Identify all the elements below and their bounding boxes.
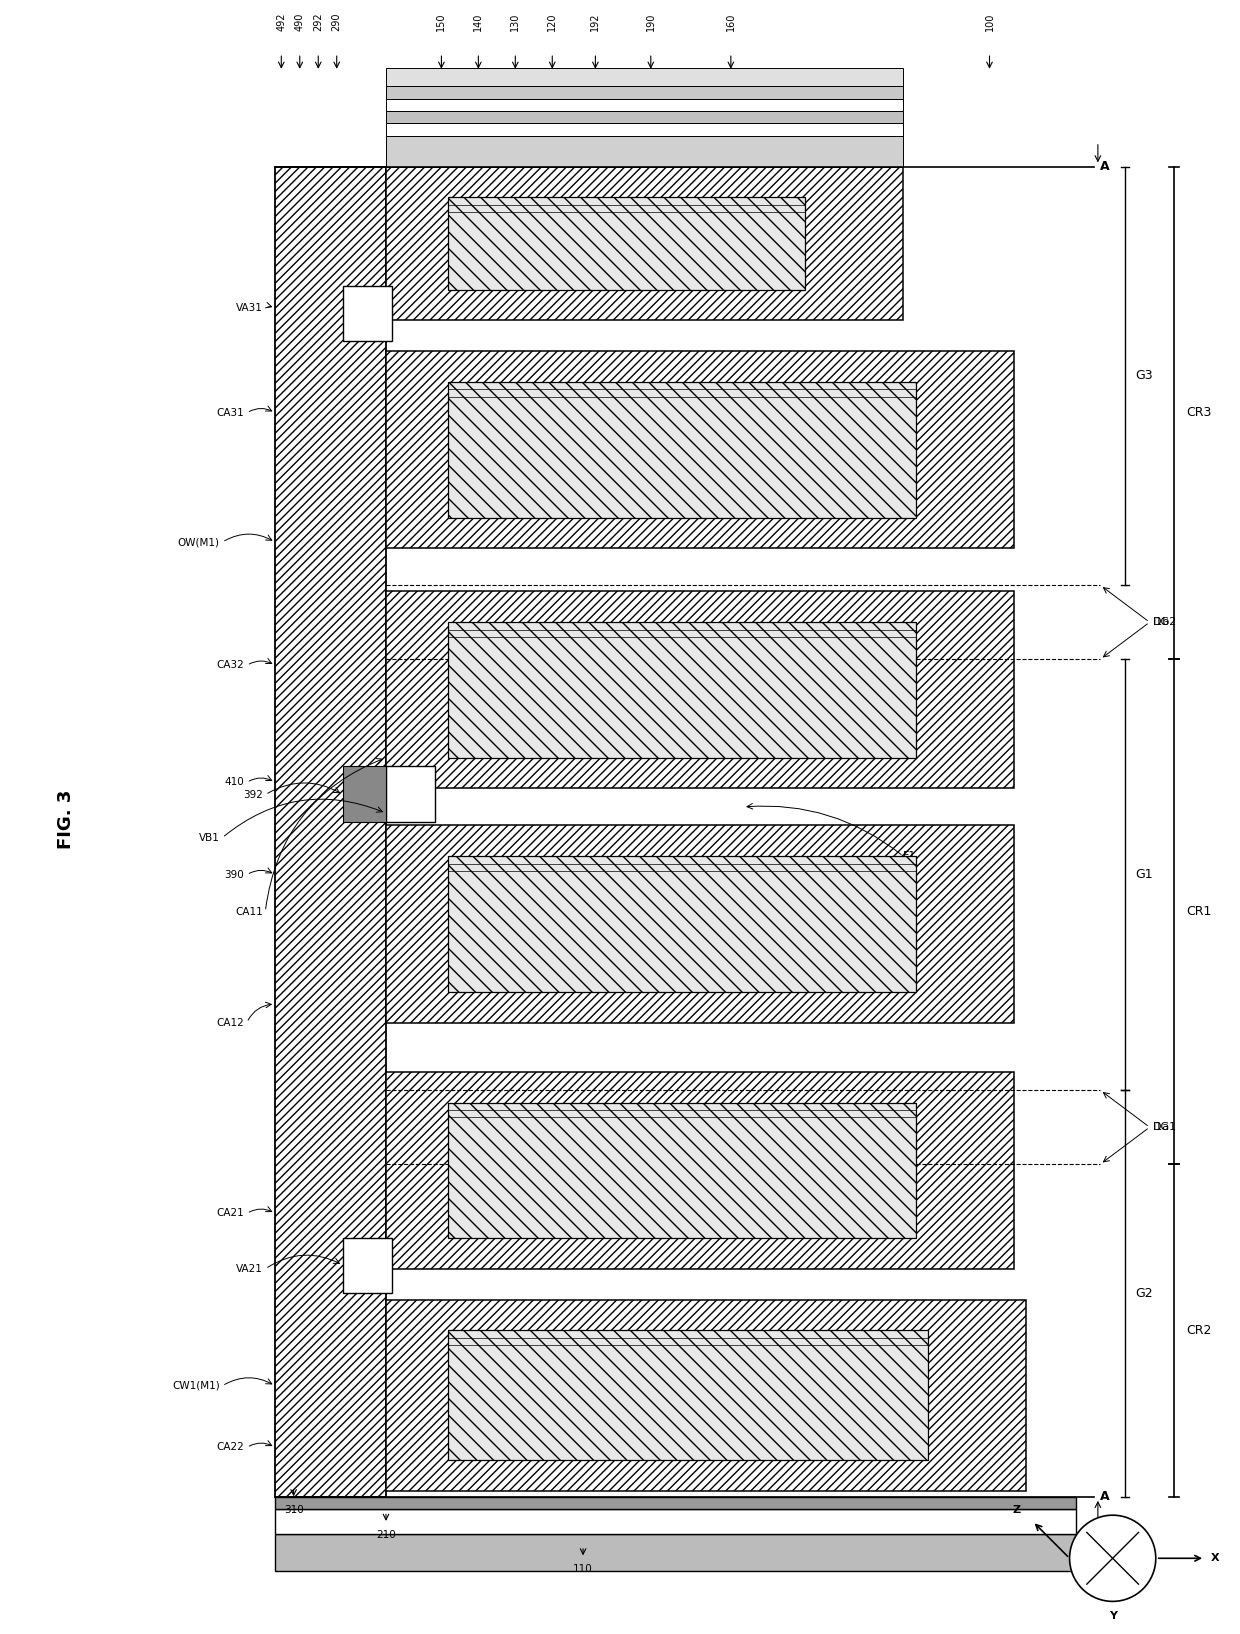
Bar xyxy=(386,87,903,98)
Text: DG2: DG2 xyxy=(1153,618,1178,627)
Text: CA11: CA11 xyxy=(236,907,263,917)
Text: 290: 290 xyxy=(332,13,342,31)
Text: 192: 192 xyxy=(590,13,600,31)
Text: 160: 160 xyxy=(725,13,735,31)
Text: VB1: VB1 xyxy=(198,833,219,843)
Bar xyxy=(448,1103,915,1239)
Bar xyxy=(386,1299,1027,1490)
Bar xyxy=(386,1072,1014,1270)
Bar xyxy=(386,825,1014,1023)
Text: I1b: I1b xyxy=(1153,618,1171,627)
Bar xyxy=(448,856,915,992)
Text: 390: 390 xyxy=(224,869,244,879)
Text: Z: Z xyxy=(1012,1505,1021,1515)
Text: CA12: CA12 xyxy=(217,1018,244,1028)
Bar xyxy=(386,111,903,124)
Text: CA31: CA31 xyxy=(217,408,244,418)
Bar xyxy=(386,167,903,320)
Text: G1: G1 xyxy=(1135,868,1152,881)
Text: 150: 150 xyxy=(436,13,446,31)
Text: OW(M1): OW(M1) xyxy=(177,538,219,547)
Text: CR2: CR2 xyxy=(1187,1324,1211,1337)
Bar xyxy=(448,1330,928,1459)
Bar xyxy=(448,623,915,758)
Bar xyxy=(275,1497,1076,1510)
Text: 190: 190 xyxy=(646,13,656,31)
Text: 120: 120 xyxy=(547,13,557,31)
Bar xyxy=(448,198,805,289)
Text: I1a: I1a xyxy=(1153,1123,1171,1132)
Text: CR3: CR3 xyxy=(1187,407,1211,420)
Bar xyxy=(275,1510,1076,1534)
Bar xyxy=(343,1239,392,1294)
Text: 292: 292 xyxy=(314,13,324,31)
Bar xyxy=(386,124,903,136)
Bar xyxy=(386,766,435,822)
Text: G3: G3 xyxy=(1135,369,1152,382)
Circle shape xyxy=(1070,1515,1156,1601)
Text: 310: 310 xyxy=(284,1505,304,1515)
Bar xyxy=(386,98,903,111)
Text: CA22: CA22 xyxy=(217,1443,244,1453)
Bar xyxy=(386,351,1014,549)
Text: 130: 130 xyxy=(511,13,521,31)
Text: CW1(M1): CW1(M1) xyxy=(172,1381,219,1391)
Bar xyxy=(343,766,386,822)
Text: CR1: CR1 xyxy=(1187,905,1211,918)
Bar xyxy=(386,136,903,167)
Text: 140: 140 xyxy=(474,13,484,31)
Text: CA32: CA32 xyxy=(217,660,244,670)
Text: G2: G2 xyxy=(1135,1288,1152,1301)
Bar xyxy=(275,1534,1076,1570)
Text: 110: 110 xyxy=(573,1564,593,1575)
Text: FIG. 3: FIG. 3 xyxy=(57,789,74,850)
Text: X: X xyxy=(1211,1554,1220,1564)
Text: 210: 210 xyxy=(376,1529,396,1539)
Text: VA31: VA31 xyxy=(236,304,263,314)
Text: 410: 410 xyxy=(224,778,244,788)
Text: 490: 490 xyxy=(295,13,305,31)
Text: 392: 392 xyxy=(243,789,263,799)
Text: F1: F1 xyxy=(903,851,916,861)
Text: 492: 492 xyxy=(277,13,286,31)
Text: A: A xyxy=(1100,160,1110,173)
Text: 100: 100 xyxy=(985,13,994,31)
Bar xyxy=(343,286,392,342)
Text: VA21: VA21 xyxy=(236,1263,263,1275)
Text: DG1: DG1 xyxy=(1153,1123,1178,1132)
Bar xyxy=(386,69,903,87)
Text: A: A xyxy=(1100,1490,1110,1503)
Text: CA21: CA21 xyxy=(217,1209,244,1219)
Bar xyxy=(448,382,915,518)
Bar xyxy=(386,592,1014,789)
Text: Y: Y xyxy=(1109,1611,1117,1621)
Bar xyxy=(275,167,386,1497)
